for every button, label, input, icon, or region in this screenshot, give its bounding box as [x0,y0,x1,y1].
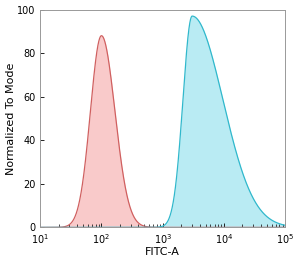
Y-axis label: Normalized To Mode: Normalized To Mode [6,62,16,175]
X-axis label: FITC-A: FITC-A [145,247,180,257]
